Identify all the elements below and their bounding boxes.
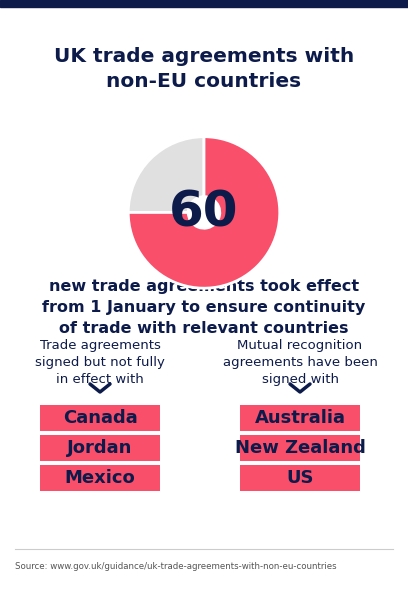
Text: US: US [286,469,314,487]
Text: UK trade agreements with
non-EU countries: UK trade agreements with non-EU countrie… [54,47,354,91]
Text: new trade agreements took effect
from 1 January to ensure continuity
of trade wi: new trade agreements took effect from 1 … [42,279,366,336]
Text: Mexico: Mexico [64,469,135,487]
Wedge shape [128,137,280,288]
FancyBboxPatch shape [0,0,408,7]
FancyBboxPatch shape [240,435,360,461]
Text: Trade agreements
signed but not fully
in effect with: Trade agreements signed but not fully in… [35,339,165,386]
FancyBboxPatch shape [240,405,360,431]
FancyBboxPatch shape [40,465,160,491]
Text: Jordan: Jordan [67,439,133,457]
FancyBboxPatch shape [40,435,160,461]
Text: Australia: Australia [255,409,346,427]
Text: New Zealand: New Zealand [235,439,366,457]
Text: Mutual recognition
agreements have been
signed with: Mutual recognition agreements have been … [222,339,377,386]
Text: Canada: Canada [62,409,137,427]
FancyBboxPatch shape [240,465,360,491]
Text: 60: 60 [169,188,239,237]
FancyBboxPatch shape [40,405,160,431]
Text: Source: www.gov.uk/guidance/uk-trade-agreements-with-non-eu-countries: Source: www.gov.uk/guidance/uk-trade-agr… [15,562,337,571]
Wedge shape [128,137,204,212]
